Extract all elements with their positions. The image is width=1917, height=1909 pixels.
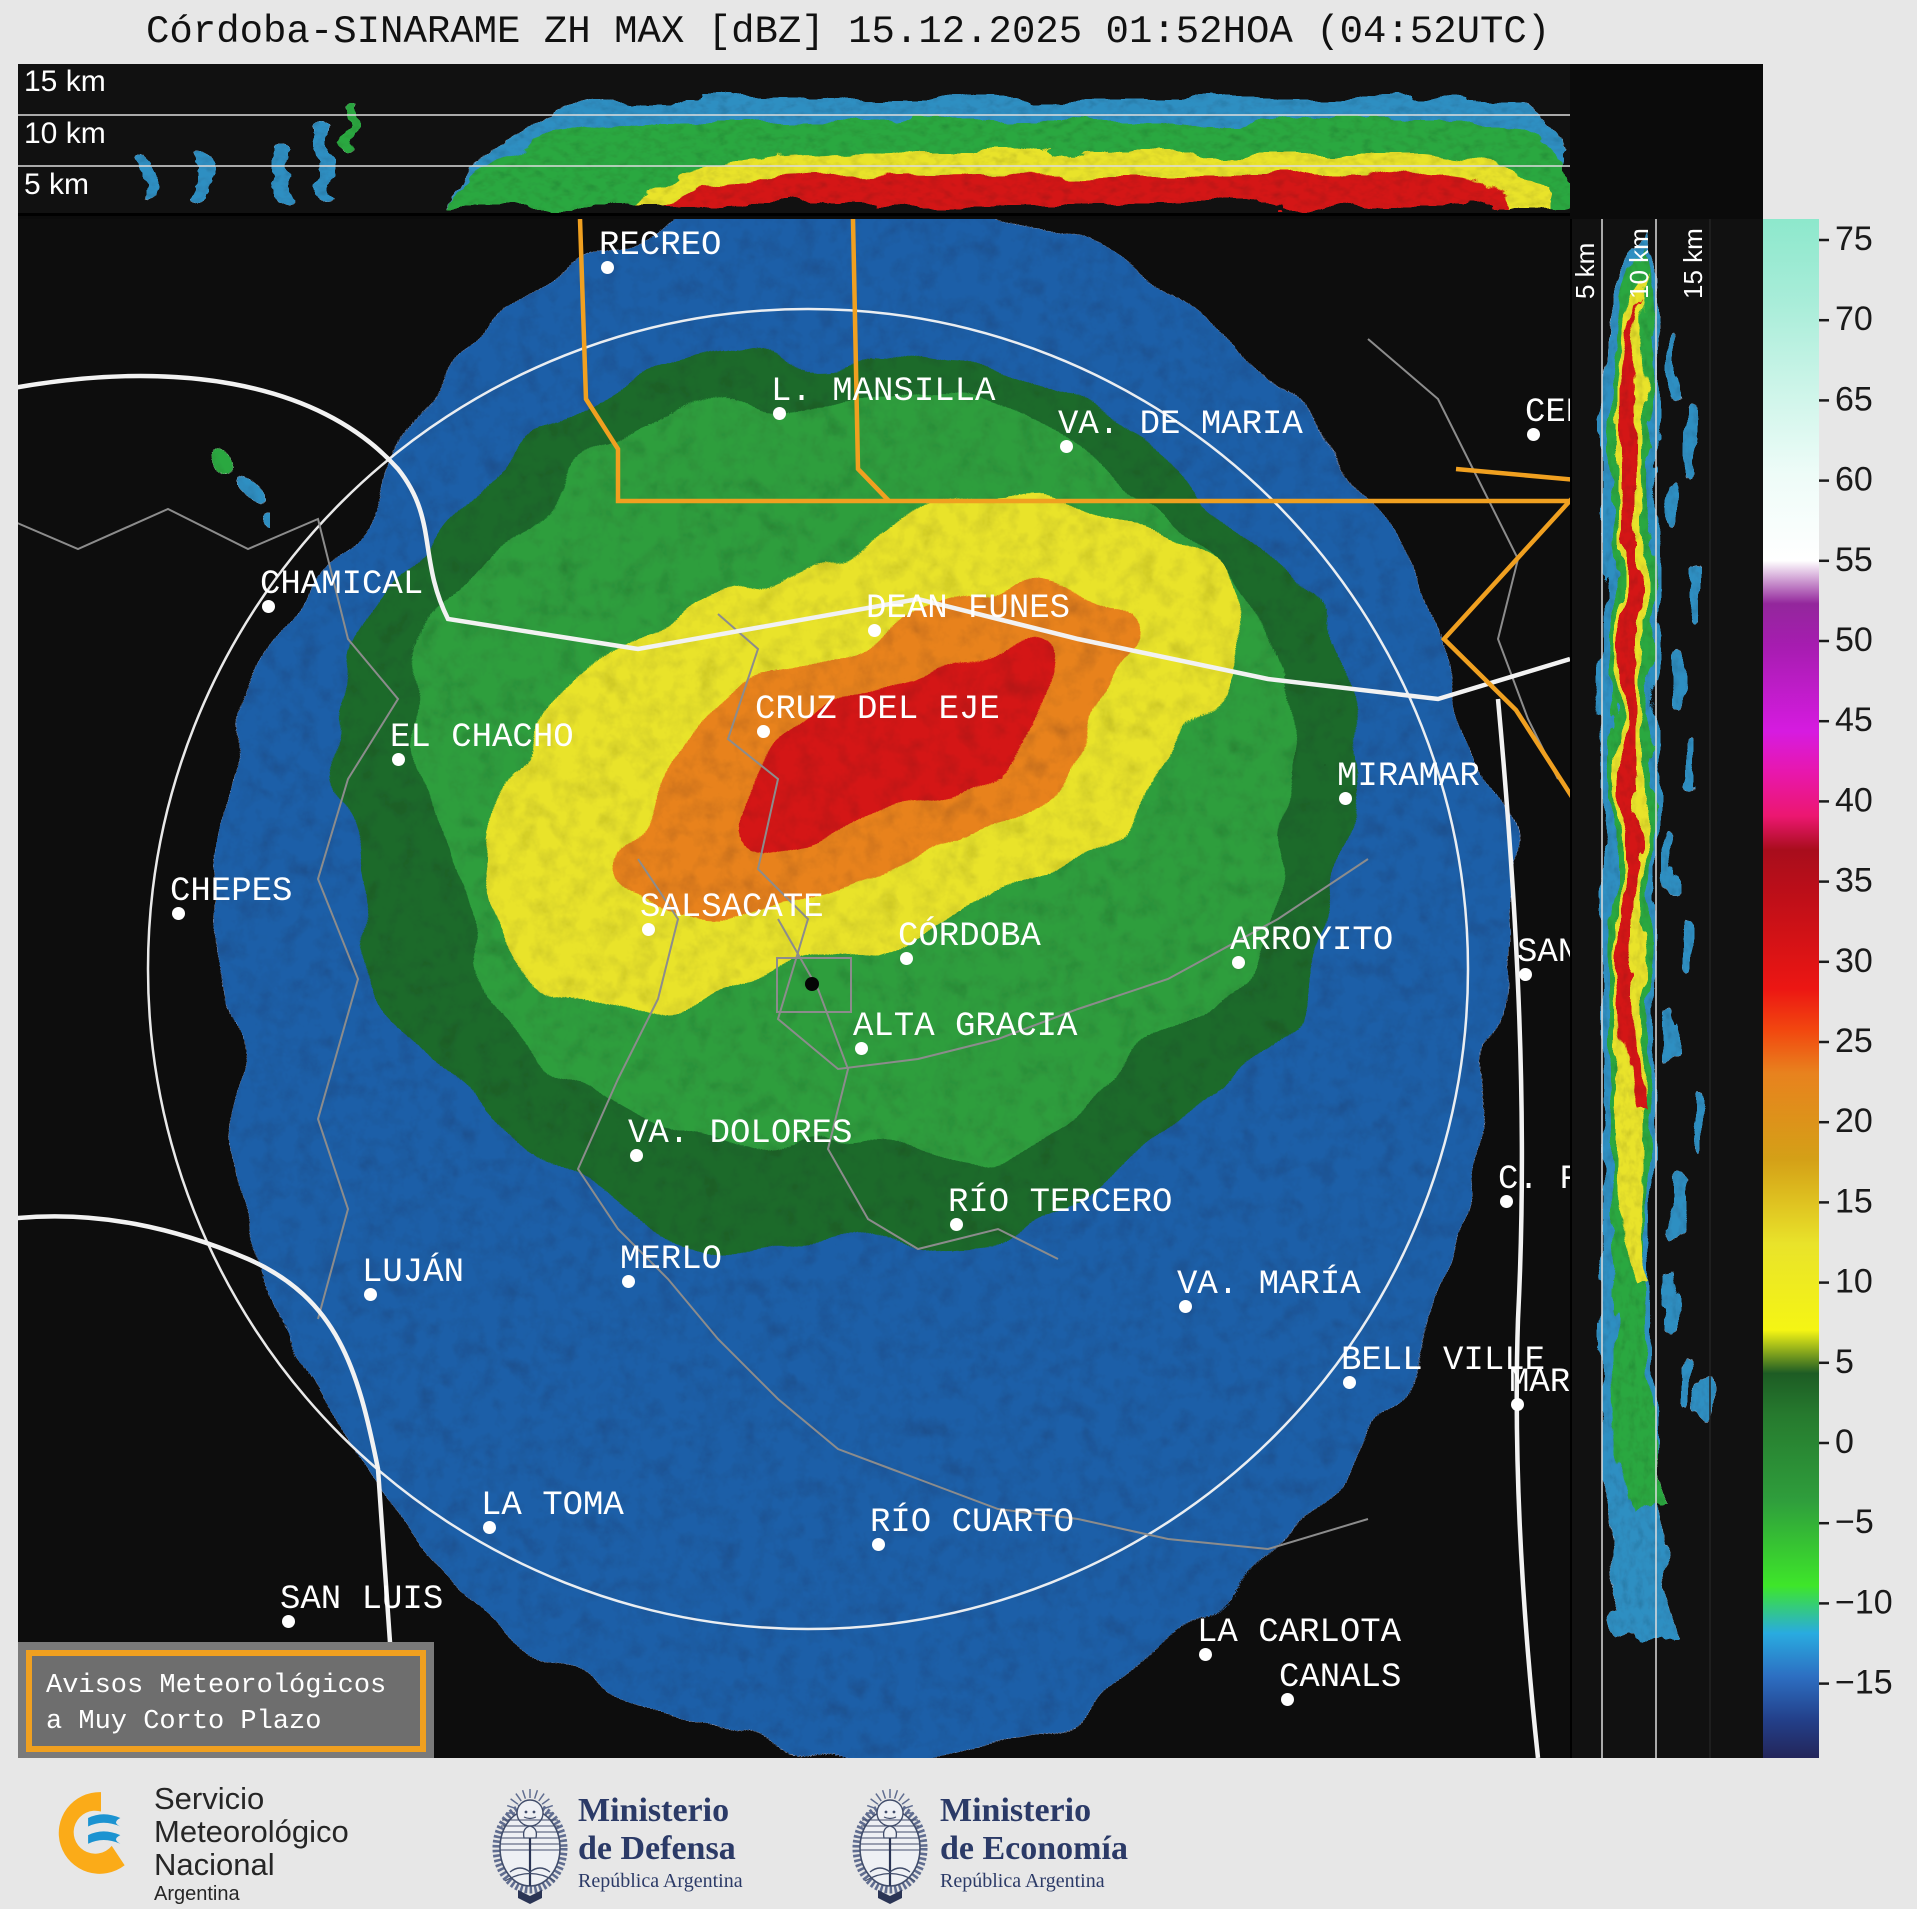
svg-text:5 km: 5 km (24, 168, 89, 201)
svg-text:55: 55 (1835, 541, 1873, 579)
svg-text:50: 50 (1835, 621, 1873, 659)
svg-text:30: 30 (1835, 942, 1873, 980)
svg-text:35: 35 (1835, 862, 1873, 900)
svg-text:15 km: 15 km (1678, 228, 1708, 299)
svg-text:−15: −15 (1835, 1664, 1893, 1702)
svg-text:15 km: 15 km (24, 65, 106, 98)
svg-text:10 km: 10 km (1624, 228, 1654, 299)
svg-text:65: 65 (1835, 380, 1873, 418)
svg-text:5: 5 (1835, 1343, 1854, 1381)
svg-text:10 km: 10 km (24, 117, 106, 150)
svg-text:75: 75 (1835, 220, 1873, 258)
svg-text:5 km: 5 km (1572, 243, 1600, 299)
svg-text:60: 60 (1835, 461, 1873, 499)
svg-text:−5: −5 (1835, 1503, 1874, 1541)
svg-text:40: 40 (1835, 781, 1873, 819)
svg-text:20: 20 (1835, 1102, 1873, 1140)
svg-text:10: 10 (1835, 1263, 1873, 1301)
svg-text:25: 25 (1835, 1022, 1873, 1060)
svg-text:45: 45 (1835, 701, 1873, 739)
svg-text:70: 70 (1835, 300, 1873, 338)
svg-text:15: 15 (1835, 1182, 1873, 1220)
svg-text:0: 0 (1835, 1423, 1854, 1461)
svg-text:−10: −10 (1835, 1583, 1893, 1621)
